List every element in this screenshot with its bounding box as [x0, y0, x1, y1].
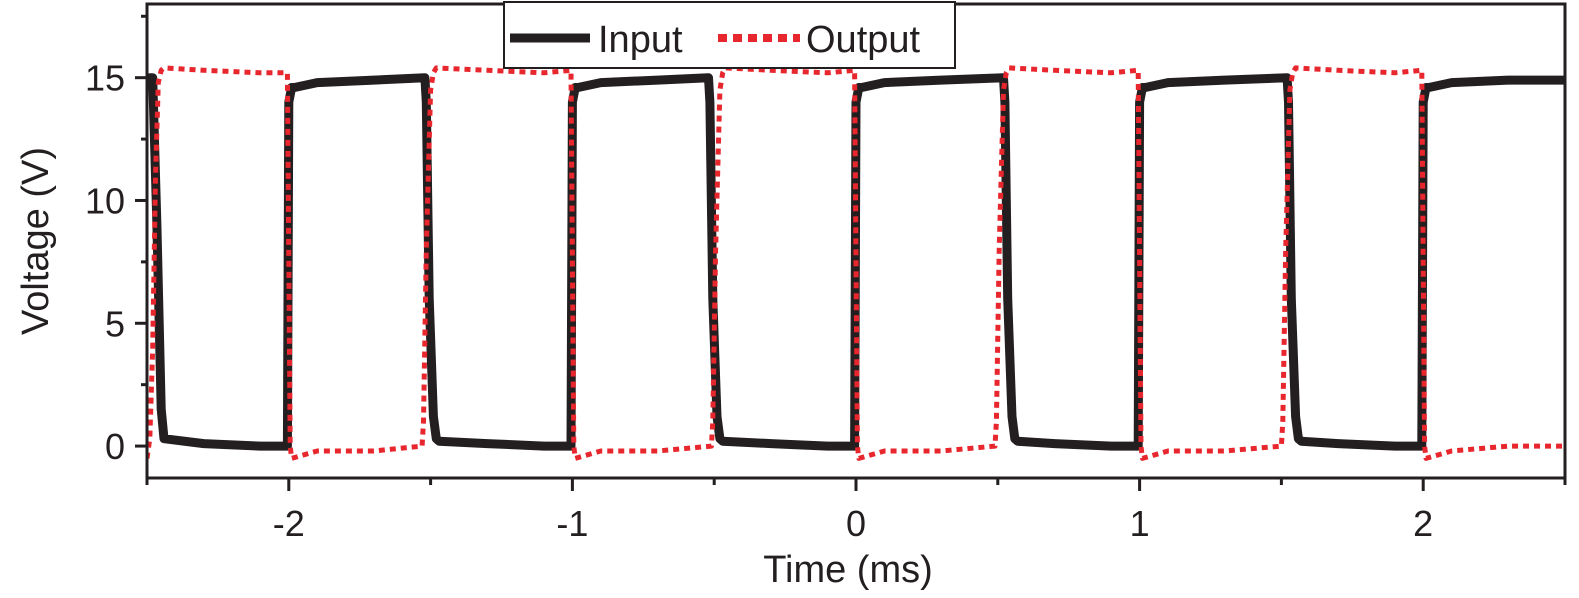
legend: Input Output — [503, 1, 956, 69]
y-tick-label: 5 — [105, 303, 125, 344]
legend-box — [503, 1, 956, 69]
x-tick-label: 2 — [1413, 503, 1433, 544]
series-layer — [147, 65, 1565, 461]
series-line-input — [147, 73, 1565, 451]
y-axis-title: Voltage (V) — [15, 147, 57, 335]
legend-label-output: Output — [806, 19, 921, 61]
legend-label-input: Input — [598, 19, 683, 61]
x-tick-label: -2 — [273, 503, 305, 544]
y-tick-label: 15 — [85, 58, 125, 99]
y-axis: 0 5 10 15 — [85, 14, 147, 467]
y-tick-label: 10 — [85, 180, 125, 221]
x-tick-label: -1 — [556, 503, 588, 544]
y-tick-label: 0 — [105, 426, 125, 467]
x-axis-title: Time (ms) — [763, 549, 933, 591]
x-tick-label: 1 — [1130, 503, 1150, 544]
x-tick-label: 0 — [846, 503, 866, 544]
x-axis: -2 -1 0 1 2 — [145, 478, 1567, 544]
series-line-output — [147, 65, 1565, 461]
